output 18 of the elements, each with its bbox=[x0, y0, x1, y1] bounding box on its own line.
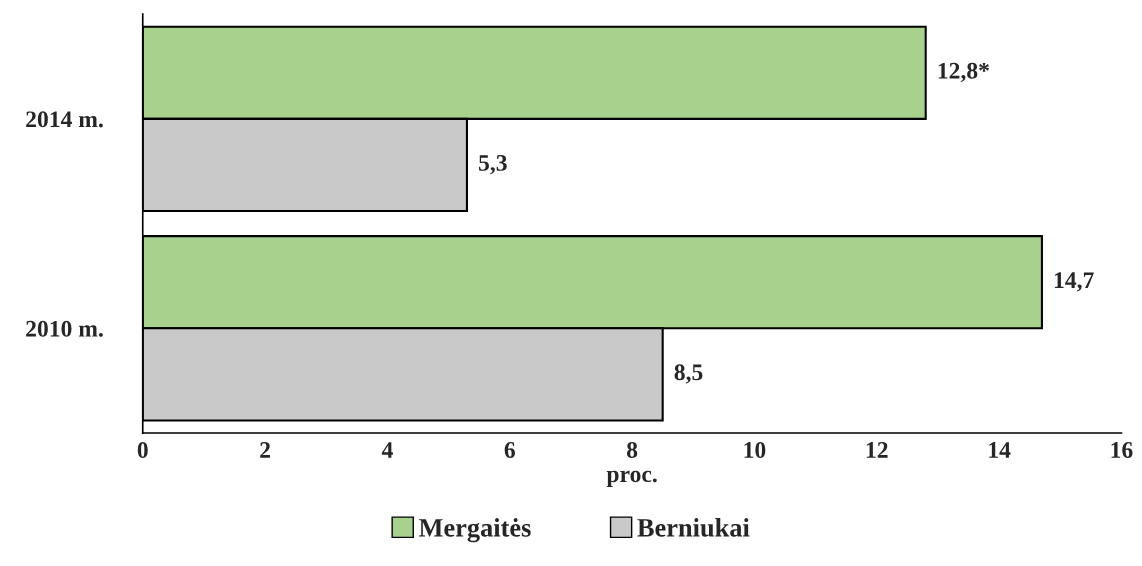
legend-label: Mergaitės bbox=[419, 518, 531, 543]
x-tick-label: 12 bbox=[866, 442, 888, 458]
x-axis-title: proc. bbox=[606, 470, 657, 487]
y-tick-label: 2010 m. bbox=[26, 320, 103, 337]
x-tick-label: 2 bbox=[260, 442, 270, 458]
y-tick-label: 2014 m. bbox=[26, 111, 103, 128]
data-label: 12,8* bbox=[938, 62, 989, 83]
x-tick-label: 10 bbox=[744, 442, 766, 458]
data-label: 14,7 bbox=[1054, 272, 1094, 292]
x-tick-label: 0 bbox=[137, 442, 148, 458]
x-tick-label: 6 bbox=[504, 442, 515, 458]
x-tick-label: 4 bbox=[381, 442, 393, 458]
data-label: 8,5 bbox=[674, 364, 703, 384]
x-tick-label: 16 bbox=[1111, 442, 1133, 458]
legend-label: Berniukai bbox=[637, 518, 750, 537]
x-tick-label: 14 bbox=[989, 442, 1011, 458]
data-label: 5,3 bbox=[479, 154, 507, 175]
x-tick-label: 8 bbox=[626, 442, 638, 458]
